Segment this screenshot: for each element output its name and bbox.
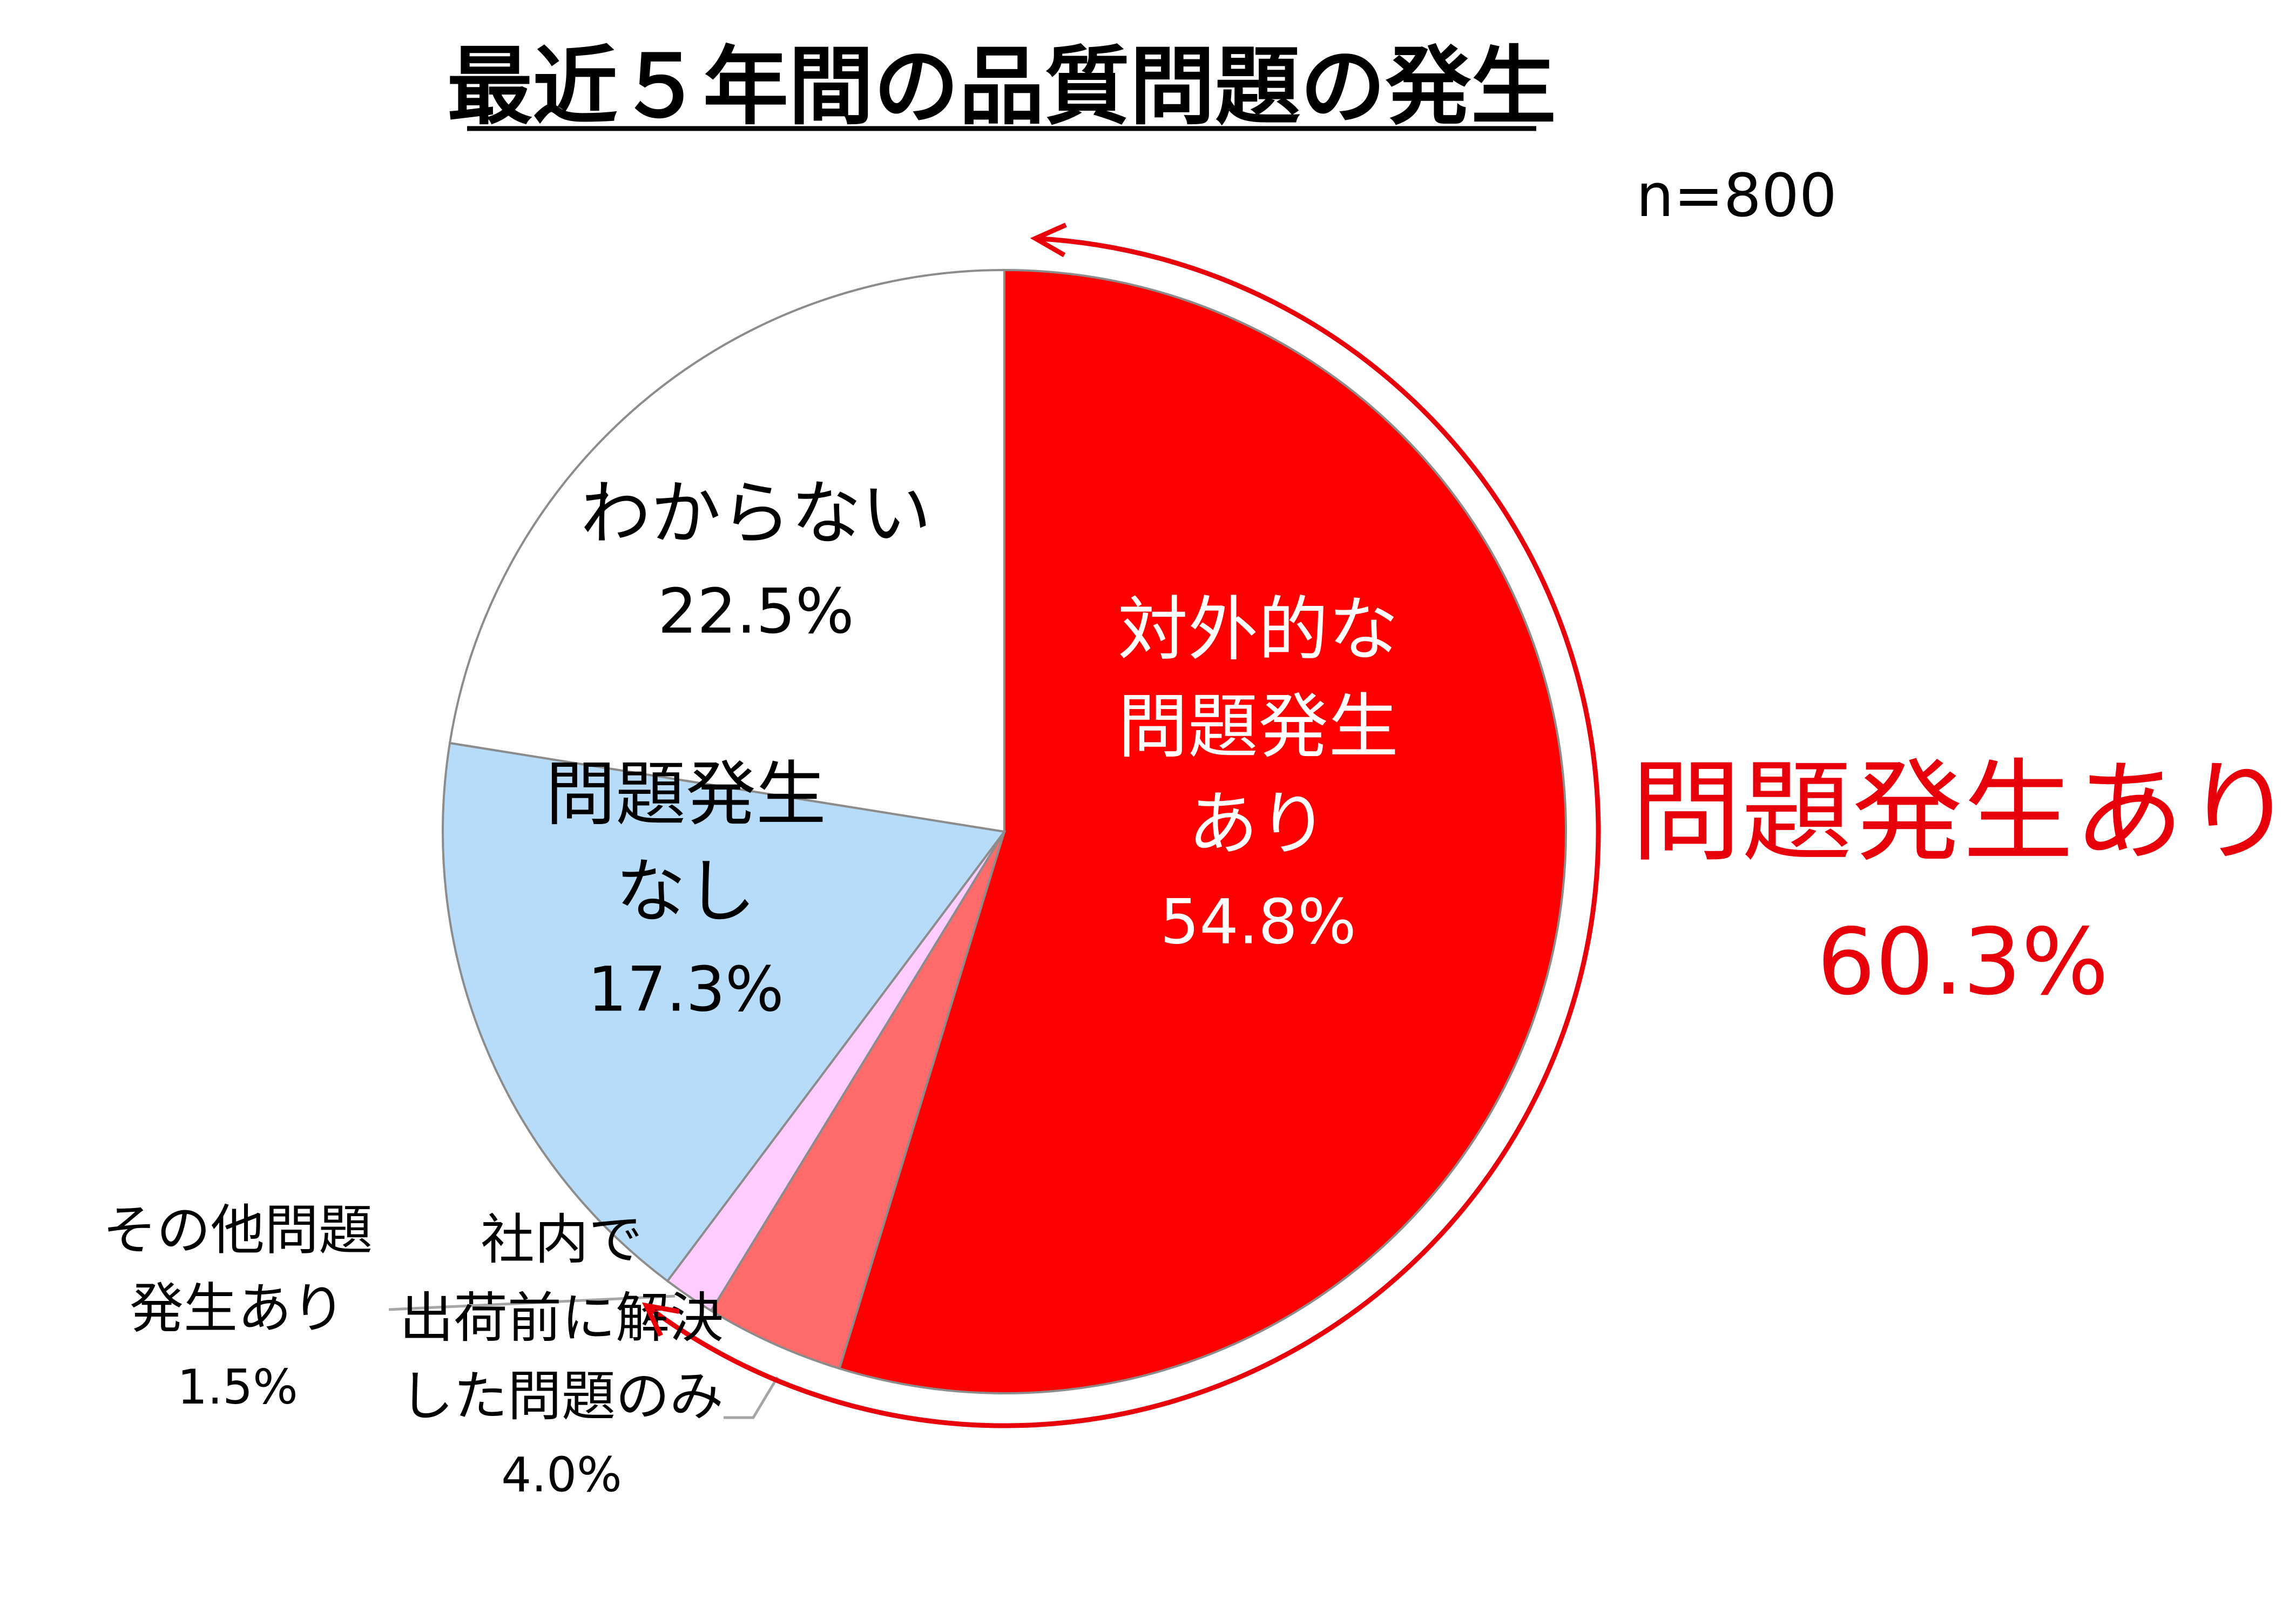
- group-value: 60.3%: [1817, 909, 2109, 1016]
- group-arc-arrowhead: [1030, 222, 1067, 258]
- leader-line-internal: [724, 1376, 779, 1419]
- slice-name-label: 発生あり: [130, 1277, 346, 1340]
- group-arc: [645, 236, 1601, 1428]
- slice-name-label: した問題のみ: [400, 1365, 724, 1428]
- slice-name-label: 出荷前に解決: [400, 1286, 724, 1350]
- pie-slice: [442, 741, 1007, 1283]
- slice-name-label: 対外的な: [1118, 589, 1399, 671]
- slice-value-label: 4.0%: [501, 1447, 622, 1502]
- chart-title: 最近５年間の品質問題の発生: [447, 37, 1556, 137]
- slice-name-label: その他問題: [103, 1198, 373, 1262]
- pie-slice: [448, 268, 1005, 833]
- slice-value-label: 1.5%: [177, 1359, 298, 1415]
- pie-slice: [710, 831, 1005, 1370]
- leader-line-other: [388, 1294, 676, 1311]
- slice-name-label: 問題発生: [545, 753, 826, 835]
- sample-size: n=800: [1636, 161, 1837, 230]
- leader-lines: [388, 1294, 779, 1419]
- slice-value-label: 22.5%: [658, 575, 854, 647]
- slice-labels: 対外的な問題発生あり54.8%社内で出荷前に解決した問題のみ4.0%その他問題発…: [103, 473, 1399, 1503]
- slice-name-label: 問題発生: [1118, 686, 1399, 768]
- slice-name-label: あり: [1188, 783, 1328, 865]
- group-arc-arrowhead: [641, 1302, 680, 1337]
- group-label: 問題発生あり: [1631, 748, 2295, 877]
- slice-name-label: わからない: [580, 473, 931, 555]
- pie-slice: [838, 268, 1567, 1394]
- pie-slices: [442, 268, 1567, 1394]
- slice-value-label: 54.8%: [1160, 886, 1356, 957]
- slice-value-label: 17.3%: [587, 953, 784, 1025]
- slice-name-label: なし: [616, 851, 756, 933]
- slice-name-label: 社内で: [481, 1208, 643, 1271]
